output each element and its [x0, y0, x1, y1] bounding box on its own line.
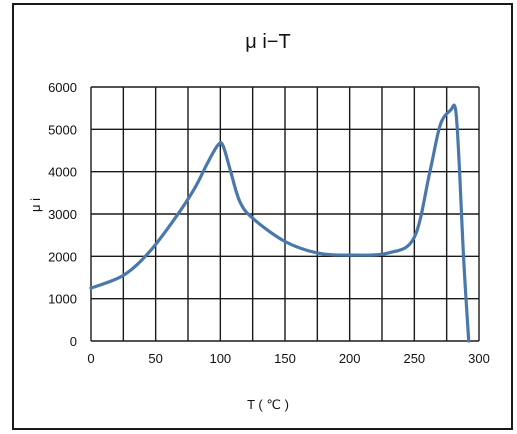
y-axis-label: μ i — [28, 198, 43, 212]
y-tick-label: 5000 — [48, 122, 77, 137]
tick-labels: 0 50 100 150 200 250 3000100020003000400050006… — [48, 80, 490, 366]
y-tick-label: 4000 — [48, 165, 77, 180]
x-axis-label: T ( ℃ ) — [247, 397, 289, 412]
x-tick-label: 0 — [87, 351, 94, 366]
x-tick-label: 200 — [339, 351, 361, 366]
y-tick-label: 1000 — [48, 292, 77, 307]
chart-title: μ i−T — [245, 31, 290, 53]
series-line — [89, 103, 471, 343]
x-tick-label: 150 — [274, 351, 296, 366]
series-group — [89, 103, 471, 343]
x-tick-label: 300 — [468, 351, 490, 366]
y-tick-label: 0 — [70, 334, 77, 349]
y-tick-label: 3000 — [48, 207, 77, 222]
x-tick-label: 100 — [209, 351, 231, 366]
y-tick-label: 2000 — [48, 249, 77, 264]
x-tick-label: 50 — [148, 351, 162, 366]
chart-grid — [90, 86, 480, 342]
x-tick-label: 250 — [403, 351, 425, 366]
y-tick-label: 6000 — [48, 80, 77, 95]
chart-frame — [12, 3, 513, 430]
